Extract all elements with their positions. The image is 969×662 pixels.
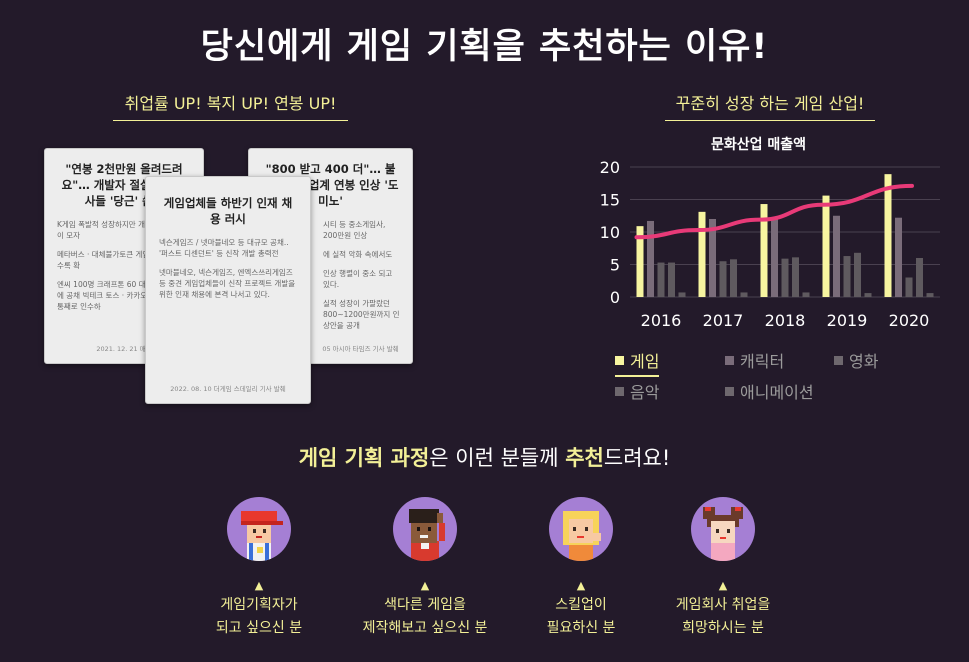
persona-text: 게임회사 취업을 희망하시는 분: [643, 594, 803, 640]
legend-item-music[interactable]: 음악: [615, 379, 659, 403]
bar-3: [668, 262, 675, 297]
x-tick-label: 2020: [889, 311, 930, 330]
legend-label: 영화: [849, 352, 879, 371]
legend-label: 음악: [630, 383, 660, 402]
news-card-paragraph: 에 실적 악화 속에서도: [323, 250, 393, 259]
legend-swatch: [725, 355, 734, 365]
news-card-paragraph: 넥슨게임즈 / 넷마블네오 등 대규모 공채.. '퍼스트 디센던트' 등 신작…: [159, 238, 289, 258]
legend-item-movie[interactable]: 영화: [834, 348, 878, 372]
bar-1: [895, 217, 902, 297]
right-section-heading: 꾸준히 성장 하는 게임 산업!: [665, 90, 875, 121]
bar-1: [771, 217, 778, 297]
revenue-chart: 0 5 10 15 20 2016 2017 2018 2019 2020: [600, 158, 940, 330]
girl-buns-icon: [691, 497, 755, 561]
recommend-heading-text: 은 이런 분들께: [429, 446, 566, 470]
persona-game-maker: ▲ 색다른 게임을 제작해보고 싶으신 분: [345, 497, 505, 640]
legend-swatch: [615, 355, 624, 365]
news-card-footer: 2022. 08. 10 더게임 스데일리 기사 발췌: [170, 385, 286, 393]
boy-waving-icon: [393, 497, 457, 561]
bar-2: [843, 256, 851, 297]
y-tick-label: 15: [600, 191, 620, 210]
legend-label: 게임: [630, 352, 660, 371]
legend-label: 캐릭터: [740, 352, 785, 371]
left-section-heading: 취업률 UP! 복지 UP! 연봉 UP!: [113, 90, 348, 121]
news-card-headline: 게임업체들 하반기 인재 채용 러시: [163, 196, 293, 226]
chart-legend: 게임 캐릭터 영화 음악 애니메이션: [615, 348, 915, 404]
recommend-heading-text: 드려요!: [603, 446, 671, 470]
news-card-paragraph: 넷마블네오, 넥슨게임즈, 엔엑스쓰리게임즈 등 중견 게임업체들이 신작 프로…: [159, 268, 296, 299]
persona-job-seeker: ▲ 게임회사 취업을 희망하시는 분: [643, 497, 803, 640]
bar-4: [740, 292, 748, 297]
bar-1: [647, 220, 654, 297]
news-card-3: 게임업체들 하반기 인재 채용 러시 넥슨게임즈 / 넷마블네오 등 대규모 공…: [145, 176, 311, 404]
recommend-heading-emphasis: 게임 기획 과정: [298, 446, 430, 470]
bar-4: [926, 293, 934, 297]
bar-3: [730, 259, 737, 297]
persona-text-line: 되고 싶으신 분: [215, 620, 303, 636]
trend-line: [634, 183, 914, 240]
persona-text-line: 스킬업이: [555, 597, 607, 613]
legend-item-animation[interactable]: 애니메이션: [725, 379, 814, 403]
y-tick-label: 5: [610, 256, 620, 275]
bar-0: [698, 211, 706, 297]
bar-3: [792, 257, 799, 297]
news-card-paragraph: 시티 등 중소게임사, 200만원 인상: [323, 220, 386, 240]
bar-3: [854, 252, 861, 297]
bar-4: [864, 293, 872, 297]
persona-text-line: 게임기획자가: [220, 597, 298, 613]
persona-text: 게임기획자가 되고 싶으신 분: [179, 594, 339, 640]
legend-swatch: [725, 386, 734, 396]
up-arrow-icon: ▲: [576, 579, 586, 592]
bar-0: [760, 204, 768, 297]
news-card-paragraph: 실적 성장이 가팔랐던 800~1200만원까지 인상안을 공개: [323, 299, 400, 330]
recommend-heading: 게임 기획 과정은 이런 분들께 추천드려요!: [0, 442, 969, 472]
bar-1: [833, 215, 840, 297]
y-tick-label: 20: [600, 158, 620, 177]
legend-swatch: [834, 355, 843, 365]
bar-2: [657, 262, 665, 297]
page-title: 당신에게 게임 기획을 추천하는 이유!: [200, 27, 769, 67]
girl-blonde-icon: [549, 497, 613, 561]
legend-swatch: [615, 386, 624, 396]
news-card-footer: 2021. 12. 21 매일: [96, 345, 152, 353]
x-tick-label: 2019: [827, 311, 868, 330]
recommend-heading-emphasis: 추천: [565, 446, 604, 470]
y-tick-label: 0: [610, 288, 620, 307]
news-card-footer: 05 아시아 타임즈 기사 발췌: [322, 345, 399, 353]
bar-1: [709, 219, 716, 297]
persona-text: 스킬업이 필요하신 분: [501, 594, 661, 640]
bar-4: [802, 292, 810, 297]
legend-item-character[interactable]: 캐릭터: [725, 348, 784, 372]
boy-cap-icon: [227, 497, 291, 561]
chart-title: 문화산업 매출액: [711, 137, 807, 153]
x-tick-label: 2018: [765, 311, 806, 330]
legend-item-game[interactable]: 게임: [615, 348, 660, 377]
y-tick-label: 10: [600, 223, 620, 242]
bar-2: [781, 258, 789, 297]
up-arrow-icon: ▲: [420, 579, 430, 592]
bar-2: [905, 277, 913, 297]
up-arrow-icon: ▲: [718, 579, 728, 592]
persona-aspiring-planner: ▲ 게임기획자가 되고 싶으신 분: [179, 497, 339, 640]
bar-0: [822, 195, 830, 297]
persona-text-line: 제작해보고 싶으신 분: [362, 620, 488, 636]
legend-label: 애니메이션: [740, 383, 814, 402]
persona-text-line: 게임회사 취업을: [675, 597, 771, 613]
news-card-paragraph: 인상 행렬이 중소 되고 있다.: [323, 269, 393, 289]
bar-2: [719, 261, 727, 297]
x-tick-label: 2016: [641, 311, 682, 330]
bar-0: [636, 226, 644, 297]
bar-0: [884, 174, 892, 297]
persona-text-line: 필요하신 분: [546, 620, 616, 636]
x-tick-label: 2017: [703, 311, 744, 330]
persona-text-line: 희망하시는 분: [682, 620, 764, 636]
persona-text-line: 색다른 게임을: [384, 597, 466, 613]
up-arrow-icon: ▲: [254, 579, 264, 592]
bar-4: [678, 292, 686, 297]
bar-3: [916, 258, 923, 297]
persona-skill-up: ▲ 스킬업이 필요하신 분: [501, 497, 661, 640]
persona-text: 색다른 게임을 제작해보고 싶으신 분: [345, 594, 505, 640]
